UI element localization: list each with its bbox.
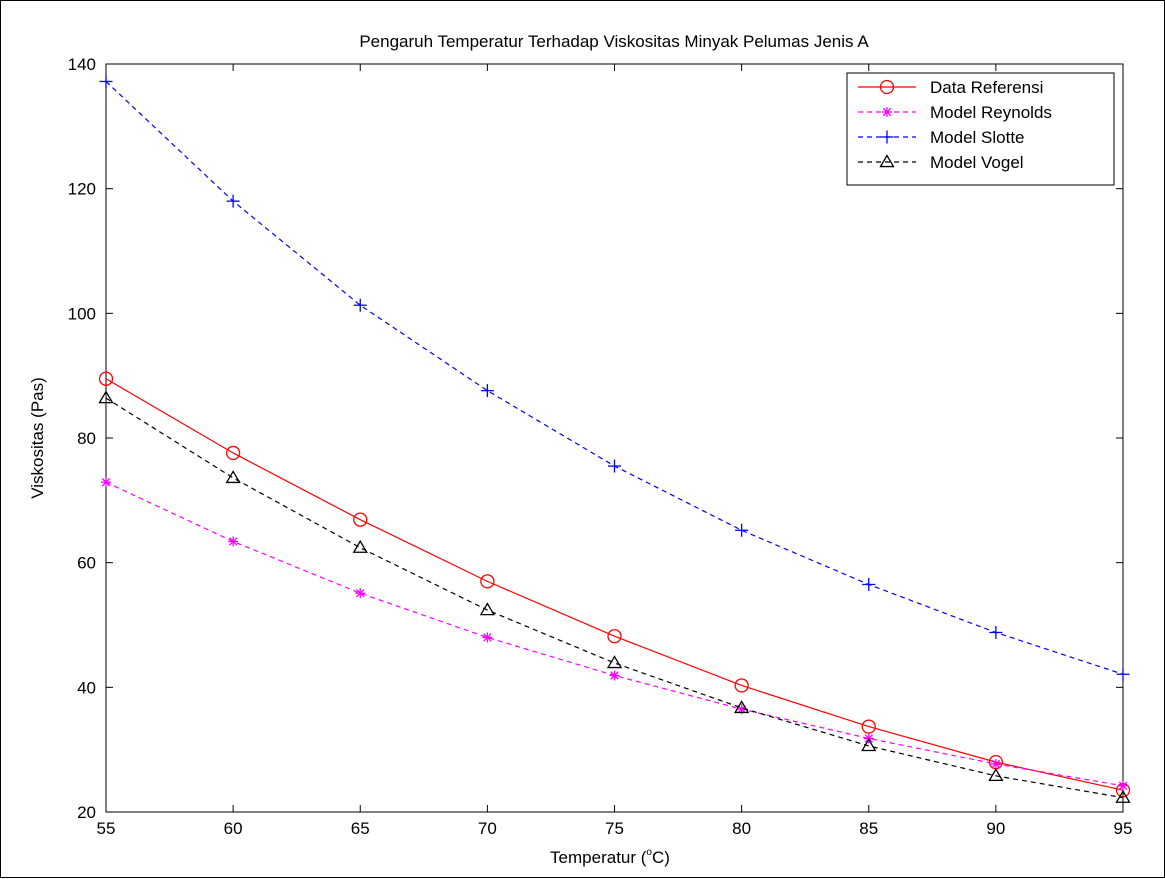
data-point-model-slotte (608, 459, 621, 473)
y-axis-label: Viskositas (Pas) (28, 377, 47, 499)
x-tick-label: 75 (605, 819, 624, 838)
y-tick-label: 40 (77, 678, 96, 697)
x-axis-label-text: Temperatur ( (550, 848, 647, 867)
legend-marker (879, 154, 895, 168)
data-point-model-slotte (353, 298, 367, 312)
data-point-model-vogel (98, 390, 114, 404)
legend-label: Model Slotte (930, 128, 1025, 147)
series-data-referensi (98, 371, 1131, 798)
x-tick-label: 85 (859, 819, 878, 838)
legend-label: Model Reynolds (930, 103, 1052, 122)
legend-label: Model Vogel (930, 153, 1024, 172)
data-point-model-reynolds (355, 588, 366, 599)
y-tick-label: 60 (77, 554, 96, 573)
y-tick-label: 140 (68, 55, 96, 74)
legend-entry-model-slotte: Model Slotte (858, 128, 1025, 147)
data-point-model-reynolds (990, 759, 1001, 770)
data-point-model-vogel (1115, 789, 1131, 803)
x-tick-label: 95 (1114, 819, 1133, 838)
data-point-model-slotte (1116, 667, 1130, 681)
legend-entry-data-referensi: Data Referensi (858, 78, 1043, 97)
y-tick-label: 80 (77, 429, 96, 448)
data-point-model-slotte (480, 384, 494, 398)
data-point-model-reynolds (609, 670, 620, 681)
data-point-model-vogel (861, 738, 877, 752)
data-point-model-vogel (225, 470, 241, 484)
data-point-model-slotte (99, 74, 113, 88)
data-point-model-slotte (989, 625, 1003, 639)
data-point-data-referensi (98, 371, 114, 386)
data-point-model-slotte (862, 577, 876, 591)
data-point-model-reynolds (101, 477, 111, 488)
series-model-vogel (98, 390, 1131, 803)
data-point-data-referensi (861, 719, 876, 734)
x-axis-label-unit: C) (652, 848, 670, 867)
series-line-data-referensi (105, 378, 1124, 791)
data-point-model-vogel (479, 602, 496, 616)
legend-marker (882, 107, 892, 117)
y-tick-label: 120 (68, 180, 96, 199)
data-point-model-vogel (352, 539, 368, 553)
legend-marker (879, 79, 895, 95)
data-point-data-referensi (607, 629, 622, 644)
data-point-data-referensi (225, 445, 241, 461)
series-layer (98, 74, 1131, 803)
data-point-model-vogel (606, 655, 623, 669)
x-axis-label-degree: o (646, 847, 652, 858)
data-point-model-slotte (735, 523, 749, 537)
data-point-model-vogel (733, 700, 750, 714)
data-point-model-slotte (226, 194, 240, 208)
x-tick-label: 60 (224, 819, 243, 838)
series-model-slotte (99, 74, 1130, 681)
legend-label: Data Referensi (930, 78, 1043, 97)
x-axis-label: Temperatur (oC) (550, 847, 670, 867)
x-axis: 55 60 65 70 75 80 85 90 95 (97, 64, 1133, 838)
data-point-model-reynolds (228, 536, 239, 547)
legend: Data Referensi Model Reynolds Model Slotte… (846, 72, 1115, 186)
data-point-data-referensi (480, 574, 495, 589)
y-tick-label: 20 (77, 803, 96, 822)
y-axis: 20 40 60 80 100 120 140 (68, 55, 1123, 822)
data-point-data-referensi (734, 678, 749, 693)
chart-title: Pengaruh Temperatur Terhadap Viskositas … (359, 32, 869, 51)
legend-entry-model-reynolds: Model Reynolds (858, 103, 1052, 122)
x-tick-label: 70 (478, 819, 497, 838)
x-tick-label: 90 (986, 819, 1005, 838)
data-point-model-reynolds (1118, 780, 1128, 791)
x-tick-label: 55 (97, 819, 116, 838)
data-point-model-vogel (988, 768, 1004, 782)
x-tick-label: 80 (732, 819, 751, 838)
plot-area (105, 63, 1124, 813)
legend-marker (880, 130, 894, 144)
series-line-model-vogel (105, 397, 1124, 799)
legend-entry-model-vogel: Model Vogel (858, 153, 1024, 172)
data-point-model-reynolds (482, 632, 493, 643)
x-tick-label: 65 (351, 819, 370, 838)
y-tick-label: 100 (68, 304, 96, 323)
data-point-data-referensi (353, 512, 368, 527)
